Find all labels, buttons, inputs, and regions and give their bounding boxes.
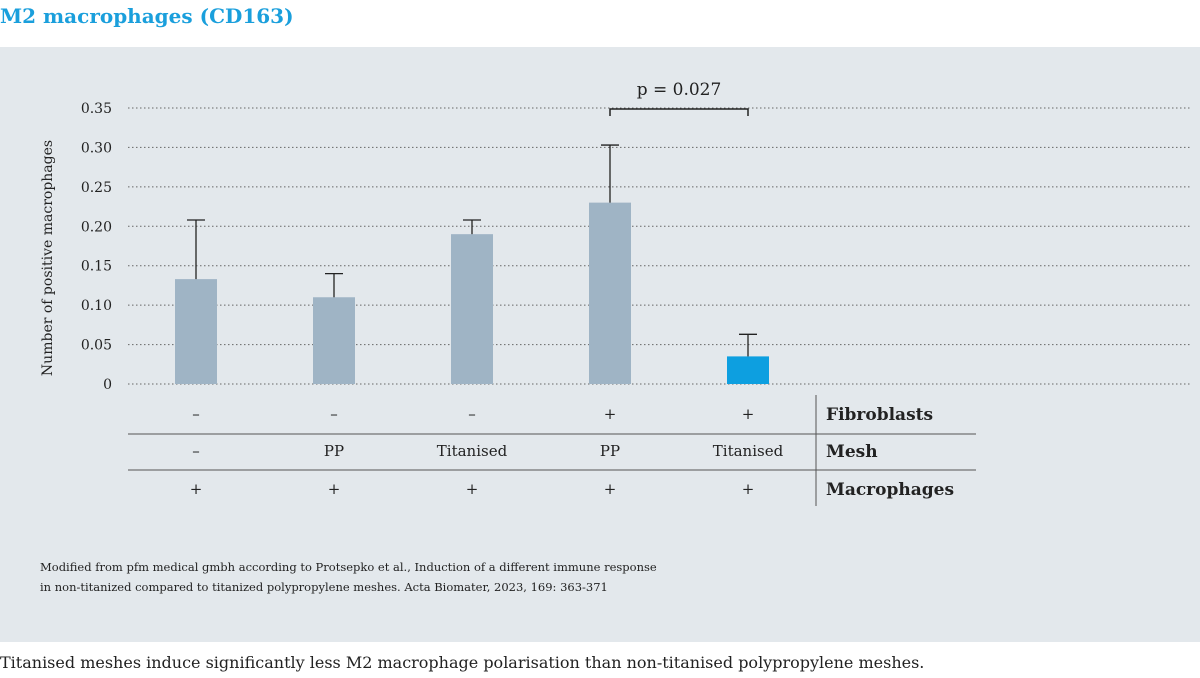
condition-cell: – [330,405,338,423]
y-tick-label: 0.30 [81,140,112,156]
y-tick-label: 0 [103,377,112,393]
condition-cell: + [742,405,755,423]
y-tick-label: 0.10 [81,298,112,314]
source-line-1: Modified from pfm medical gmbh according… [40,560,657,574]
condition-cell: + [328,480,341,498]
condition-cell: + [604,405,617,423]
bar [175,279,217,384]
figure-caption: Titanised meshes induce significantly le… [0,653,925,672]
significance-bracket [609,108,749,116]
p-value-annotation: p = 0.027 [637,80,722,100]
condition-cell: – [192,442,200,460]
bar [727,356,769,384]
condition-cell: – [192,405,200,423]
condition-cell: Titanised [713,442,784,460]
condition-cell: + [604,480,617,498]
condition-cell: PP [600,442,620,460]
y-axis-label: Number of positive macrophages [40,140,56,376]
condition-cell: – [468,405,476,423]
condition-cell: + [190,480,203,498]
bar [451,234,493,384]
bar-chart: 0 0.05 0.10 0.15 0.20 0.25 0.30 0.35 Number of p… [40,80,1192,506]
source-note: Modified from pfm medical gmbh according… [40,557,657,597]
y-tick-label: 0.25 [81,180,112,196]
chart-panel: 0 0.05 0.10 0.15 0.20 0.25 0.30 0.35 Number of p… [0,47,1200,642]
y-tick-label: 0.15 [81,259,112,275]
condition-row-label: Mesh [826,442,878,462]
condition-cell: Titanised [437,442,508,460]
condition-cell: + [742,480,755,498]
condition-cell: PP [324,442,344,460]
bar [313,297,355,384]
chart-title: M2 macrophages (CD163) [0,4,294,28]
y-tick-label: 0.20 [81,219,112,235]
bar [589,202,631,384]
condition-cell: + [466,480,479,498]
y-tick-label: 0.05 [81,338,112,354]
condition-row-label: Fibroblasts [826,405,933,425]
source-line-2: in non-titanized compared to titanized p… [40,580,608,594]
condition-row-label: Macrophages [826,480,954,500]
y-tick-label: 0.35 [81,101,112,117]
